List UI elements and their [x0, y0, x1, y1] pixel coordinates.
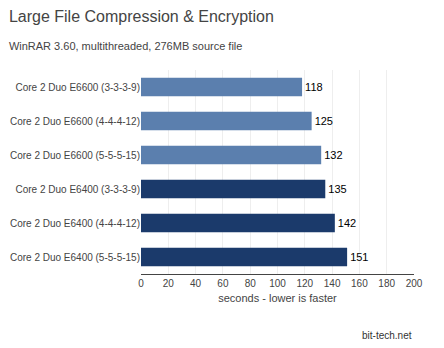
svg-text:140: 140 — [324, 278, 341, 289]
svg-text:100: 100 — [269, 278, 286, 289]
svg-text:135: 135 — [328, 183, 346, 195]
svg-text:Core 2 Duo E6400 (5-5-5-15): Core 2 Duo E6400 (5-5-5-15) — [10, 252, 140, 263]
svg-text:40: 40 — [190, 278, 202, 289]
svg-text:WinRAR 3.60, multithreaded, 27: WinRAR 3.60, multithreaded, 276MB source… — [9, 40, 243, 52]
svg-text:125: 125 — [315, 115, 333, 127]
svg-text:180: 180 — [378, 278, 395, 289]
svg-text:80: 80 — [245, 278, 257, 289]
svg-text:Core 2 Duo E6600 (4-4-4-12): Core 2 Duo E6600 (4-4-4-12) — [10, 116, 140, 127]
svg-text:60: 60 — [217, 278, 229, 289]
svg-text:142: 142 — [338, 217, 356, 229]
svg-text:Core 2 Duo E6400 (4-4-4-12): Core 2 Duo E6400 (4-4-4-12) — [10, 218, 140, 229]
svg-text:160: 160 — [351, 278, 368, 289]
svg-text:200: 200 — [406, 278, 423, 289]
svg-text:0: 0 — [138, 278, 144, 289]
svg-text:Core 2 Duo E6400 (3-3-3-9): Core 2 Duo E6400 (3-3-3-9) — [15, 184, 140, 195]
svg-text:Large File Compression & Encry: Large File Compression & Encryption — [9, 8, 274, 25]
svg-text:seconds - lower is faster: seconds - lower is faster — [218, 292, 337, 304]
svg-text:20: 20 — [163, 278, 175, 289]
svg-text:120: 120 — [296, 278, 313, 289]
svg-text:132: 132 — [324, 149, 342, 161]
svg-text:151: 151 — [350, 251, 368, 263]
svg-text:bit-tech.net: bit-tech.net — [362, 330, 412, 341]
svg-text:Core 2 Duo E6600 (5-5-5-15): Core 2 Duo E6600 (5-5-5-15) — [10, 150, 140, 161]
svg-text:Core 2 Duo E6600 (3-3-3-9): Core 2 Duo E6600 (3-3-3-9) — [15, 82, 140, 93]
svg-text:118: 118 — [305, 81, 323, 93]
